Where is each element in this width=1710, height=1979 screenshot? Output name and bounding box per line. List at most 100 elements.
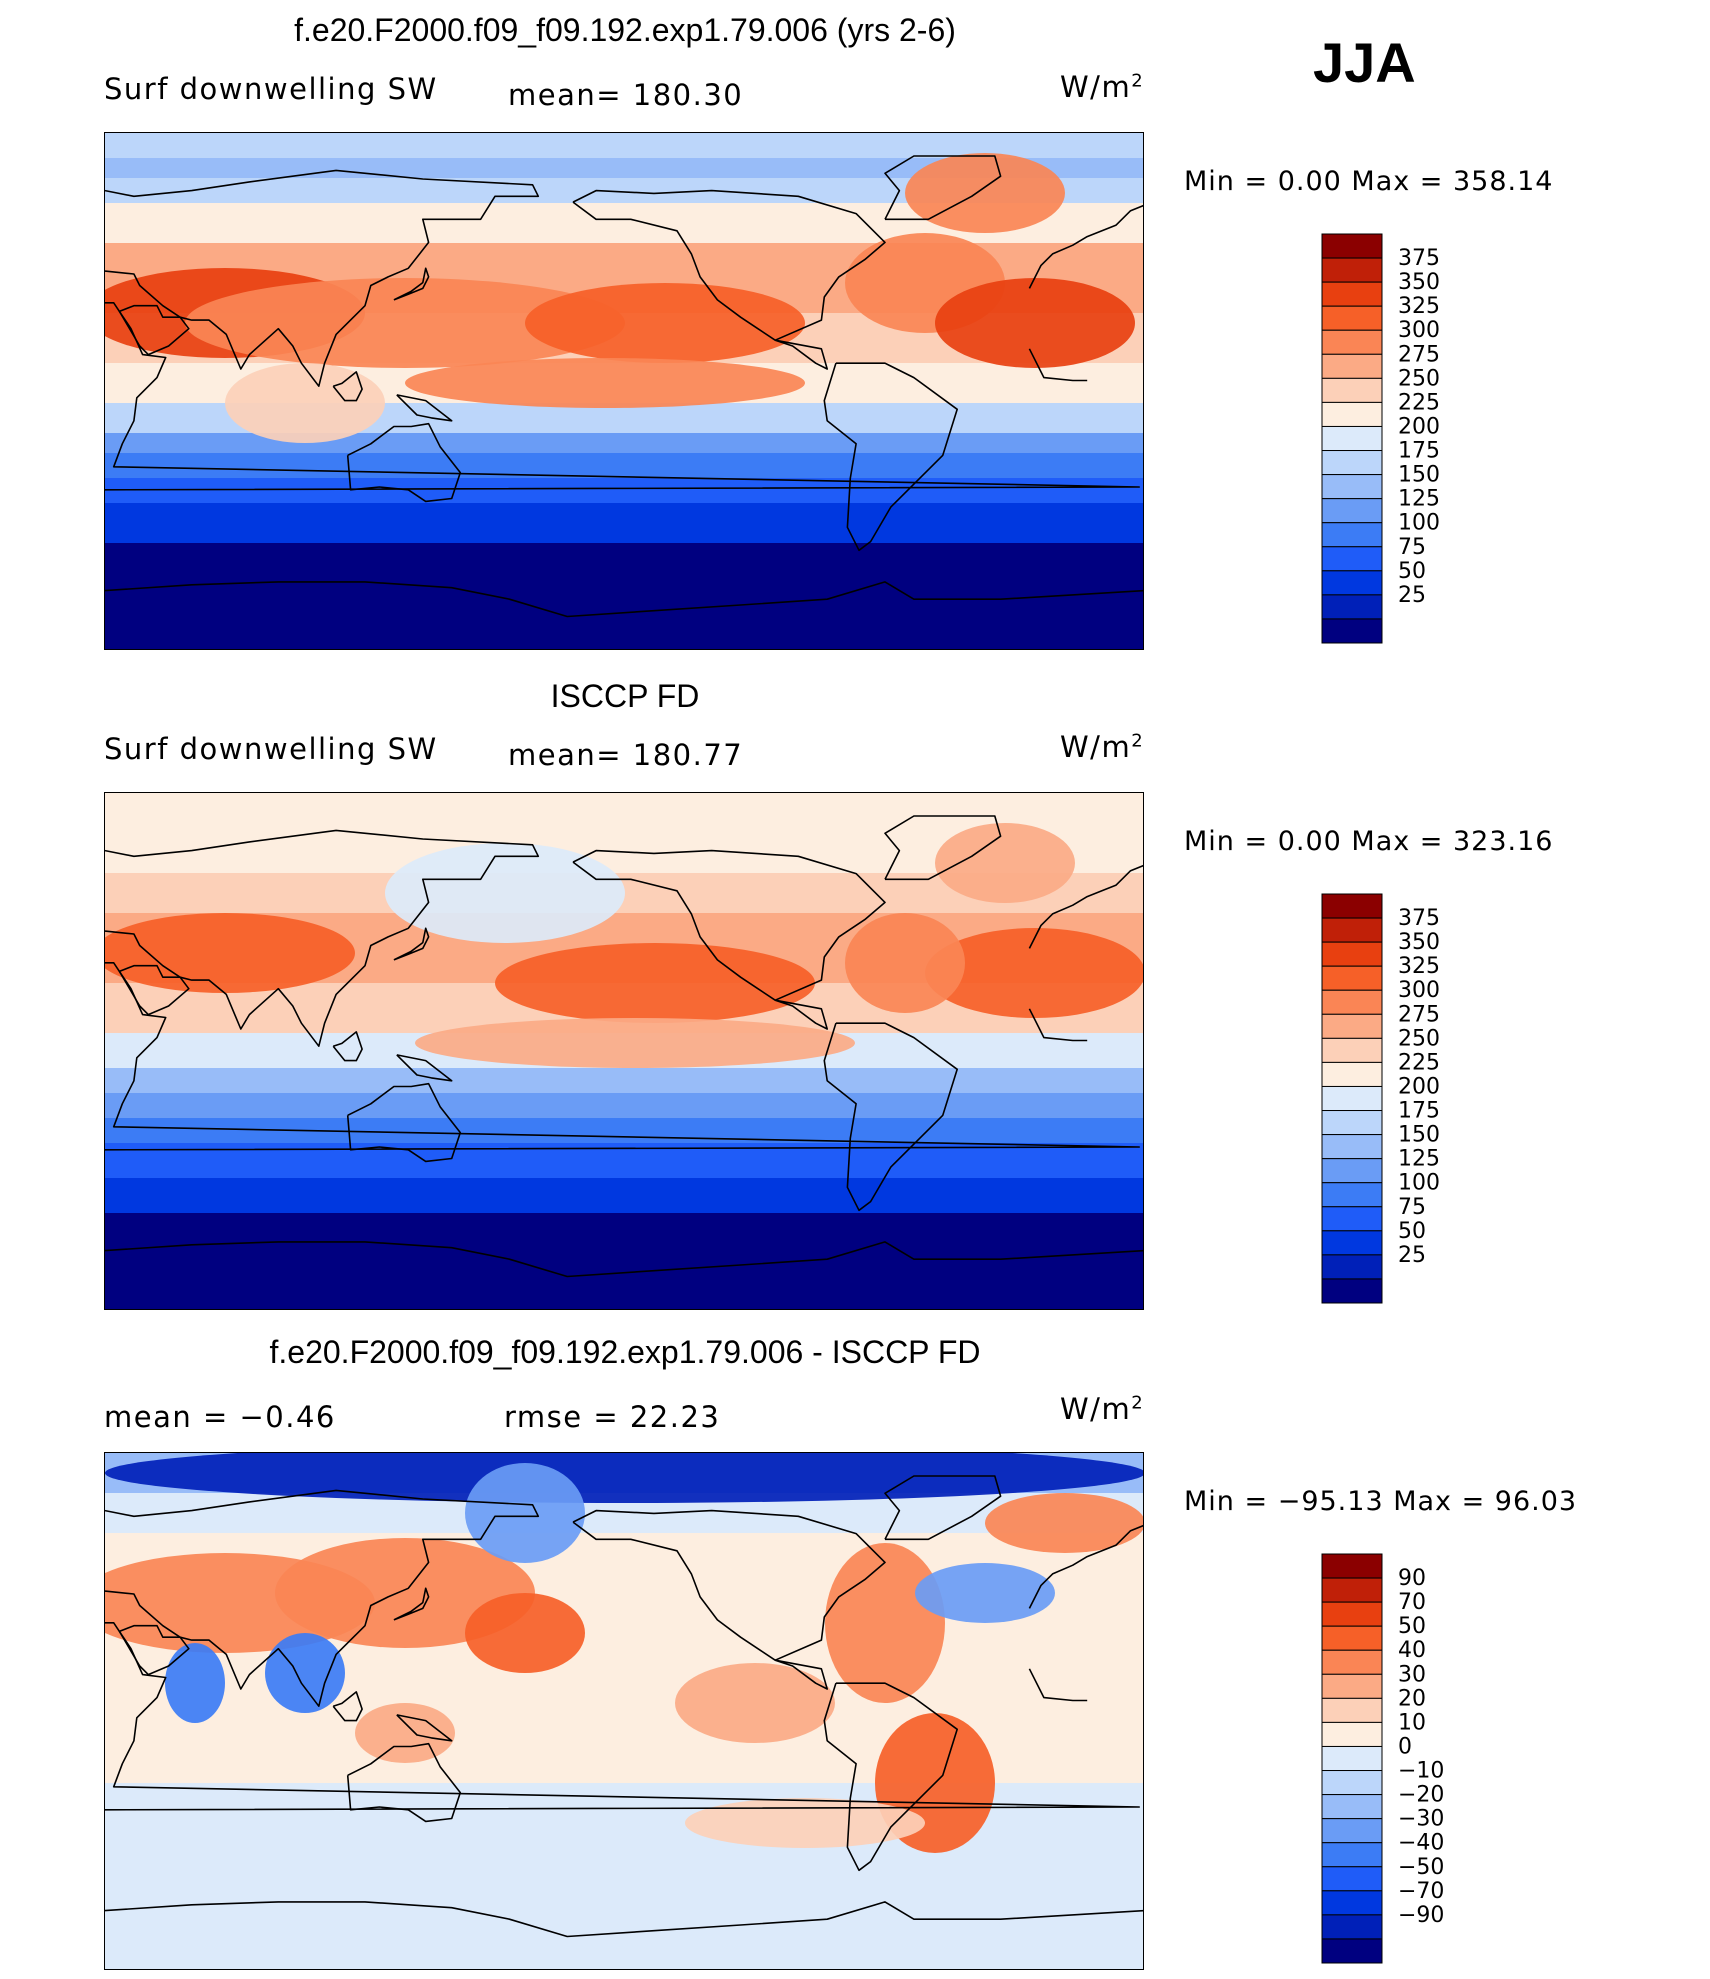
panel3-units: W/m2	[1060, 1392, 1145, 1426]
panel2-mean: mean= 180.77	[508, 738, 744, 772]
map1-blob-4	[935, 278, 1135, 368]
cbar2-tick-label-12: 75	[1398, 1195, 1426, 1220]
map3-blob-5	[825, 1543, 945, 1703]
cbar3-swatch-3	[1321, 1625, 1383, 1651]
cbar3-swatch-15	[1321, 1914, 1383, 1940]
cbar3-swatch-13	[1321, 1866, 1383, 1892]
cbar3-tick-label-0: 90	[1398, 1566, 1426, 1591]
cbar3-swatch-0	[1321, 1553, 1383, 1579]
cbar2-swatch-7	[1321, 1061, 1383, 1087]
cbar2-swatch-12	[1321, 1182, 1383, 1208]
cbar3-swatch-1	[1321, 1577, 1383, 1603]
cbar2-swatch-0	[1321, 893, 1383, 919]
panel2-map	[104, 792, 1144, 1310]
cbar2-tick-label-8: 175	[1398, 1099, 1440, 1124]
cbar2-swatch-14	[1321, 1230, 1383, 1256]
cbar1-tick-label-12: 75	[1398, 535, 1426, 560]
cbar3-swatch-8	[1321, 1745, 1383, 1772]
cbar2-swatch-15	[1321, 1254, 1383, 1280]
map1-coastline-5	[332, 371, 363, 402]
cbar1-swatch-14	[1321, 570, 1383, 596]
cbar3-tick-label-3: 40	[1398, 1638, 1426, 1663]
map3-coastline-1	[105, 1489, 540, 1707]
panel3-field	[105, 1453, 1143, 1969]
cbar3-tick-label-8: −10	[1398, 1759, 1444, 1784]
map2-coastline-6	[396, 1054, 453, 1082]
map2-band-0	[105, 793, 1143, 833]
cbar1-swatch-12	[1321, 522, 1383, 548]
panel3-map	[104, 1452, 1144, 1970]
panel2-minmax: Min = 0.00 Max = 323.16	[1184, 826, 1554, 857]
panel1-title: f.e20.F2000.f09_f09.192.exp1.79.006 (yrs…	[294, 12, 956, 48]
cbar3-tick-label-1: 70	[1398, 1590, 1426, 1615]
panel2-units: W/m2	[1060, 730, 1145, 764]
map2-coastline-10	[884, 815, 1002, 881]
map1-coastline-3	[346, 422, 462, 503]
cbar2-tick-label-3: 300	[1398, 978, 1440, 1003]
cbar1-swatch-3	[1321, 305, 1383, 331]
cbar2-swatch-11	[1321, 1158, 1383, 1184]
map3-blob-9	[985, 1493, 1143, 1553]
cbar3-tick-label-6: 10	[1398, 1710, 1426, 1735]
cbar1-tick-label-13: 50	[1398, 559, 1426, 584]
cbar3-tick-label-2: 50	[1398, 1614, 1426, 1639]
cbar1-tick-label-14: 25	[1398, 583, 1426, 608]
map3-blob-12	[915, 1563, 1055, 1623]
cbar2-swatch-16	[1321, 1278, 1383, 1304]
panel2-title: ISCCP FD	[550, 678, 700, 714]
cbar1-swatch-11	[1321, 498, 1383, 524]
map1-coastline-9	[823, 362, 958, 552]
panel1-field	[105, 133, 1143, 649]
cbar2-tick-label-14: 25	[1398, 1243, 1426, 1268]
cbar3-tick-label-10: −30	[1398, 1807, 1444, 1832]
map3-blob-13	[685, 1798, 925, 1848]
cbar1-swatch-1	[1321, 257, 1383, 283]
cbar1-tick-label-8: 175	[1398, 439, 1440, 464]
cbar1-swatch-6	[1321, 377, 1383, 403]
cbar1-swatch-2	[1321, 281, 1383, 307]
cbar1-tick-label-3: 300	[1398, 318, 1440, 343]
cbar1-tick-label-11: 100	[1398, 511, 1440, 536]
map3-coastline-12	[1028, 1524, 1143, 1609]
cbar2-swatch-8	[1321, 1085, 1383, 1112]
cbar1-swatch-9	[1321, 450, 1383, 476]
map2-coastline-2	[118, 964, 190, 1016]
cbar2-swatch-1	[1321, 917, 1383, 943]
cbar3-swatch-9	[1321, 1770, 1383, 1796]
cbar2-swatch-10	[1321, 1134, 1383, 1160]
map2-blob-5	[415, 1018, 855, 1068]
map2-coastline-4	[393, 927, 430, 961]
map3-blob-10	[105, 1453, 1143, 1503]
map2-coastline-12	[1028, 864, 1143, 949]
panel2-field	[105, 793, 1143, 1309]
map2-coastline-11	[105, 1241, 1143, 1278]
cbar3-tick-label-9: −20	[1398, 1783, 1444, 1808]
cbar2-swatch-2	[1321, 941, 1383, 967]
map3-coastline-9	[823, 1682, 958, 1872]
cbar3-tick-label-11: −40	[1398, 1831, 1444, 1856]
map2-blob-6	[385, 843, 625, 943]
cbar1-swatch-5	[1321, 353, 1383, 379]
map3-blob-2	[465, 1593, 585, 1673]
cbar2-swatch-4	[1321, 989, 1383, 1015]
cbar1-swatch-7	[1321, 401, 1383, 427]
cbar1-tick-label-6: 225	[1398, 390, 1440, 415]
map1-blob-7	[225, 363, 385, 443]
cbar3-tick-label-7: 0	[1398, 1734, 1412, 1759]
map3-blob-4	[675, 1663, 835, 1743]
map2-coastline-3	[346, 1082, 462, 1163]
cbar1-swatch-10	[1321, 474, 1383, 500]
map3-band-5	[105, 1883, 1143, 1969]
map1-coastline-10	[884, 155, 1002, 221]
map1-coastline-2	[118, 304, 190, 356]
map1-band-11	[105, 503, 1143, 543]
panel1-minmax: Min = 0.00 Max = 358.14	[1184, 166, 1554, 197]
cbar3-swatch-6	[1321, 1697, 1383, 1723]
panel3-mean: mean = −0.46	[104, 1400, 336, 1434]
map1-coastline-1	[105, 169, 540, 387]
map2-coastline-7	[572, 849, 886, 1001]
cbar3-swatch-14	[1321, 1890, 1383, 1916]
map2-coastline-1	[105, 829, 540, 1047]
cbar2-tick-label-9: 150	[1398, 1123, 1440, 1148]
